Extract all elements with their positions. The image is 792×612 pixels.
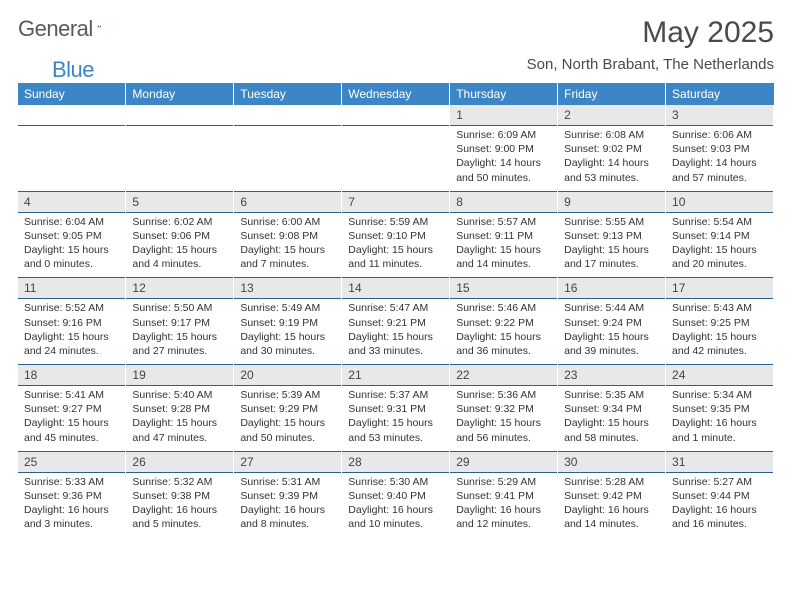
day-detail: Sunrise: 5:39 AMSunset: 9:29 PMDaylight:… [234,386,341,451]
day-detail: Sunrise: 6:09 AMSunset: 9:00 PMDaylight:… [450,126,557,191]
day-detail: Sunrise: 5:34 AMSunset: 9:35 PMDaylight:… [666,386,773,451]
page-subtitle: Son, North Brabant, The Netherlands [527,56,774,73]
logo-sail-icon [97,19,101,33]
day-number: 13 [234,278,341,298]
detail-row: Sunrise: 6:09 AMSunset: 9:00 PMDaylight:… [18,126,774,192]
day-number: 26 [126,452,233,472]
day-number: 25 [18,452,125,472]
day-number: 4 [18,192,125,212]
day-detail: Sunrise: 5:36 AMSunset: 9:32 PMDaylight:… [450,386,557,451]
day-detail: Sunrise: 5:44 AMSunset: 9:24 PMDaylight:… [558,299,665,364]
day-number [342,105,449,123]
weekday-header: Sunday [18,83,126,105]
page-title: May 2025 [642,16,774,50]
day-number [18,105,125,123]
day-number [234,105,341,123]
daynum-row: 18192021222324 [18,365,774,386]
weekday-header: Saturday [666,83,774,105]
day-detail: Sunrise: 5:35 AMSunset: 9:34 PMDaylight:… [558,386,665,451]
weekday-header: Monday [126,83,234,105]
day-detail: Sunrise: 5:28 AMSunset: 9:42 PMDaylight:… [558,473,665,538]
day-detail [234,126,341,180]
day-number: 22 [450,365,557,385]
day-detail: Sunrise: 6:06 AMSunset: 9:03 PMDaylight:… [666,126,773,191]
day-number: 15 [450,278,557,298]
daynum-row: 11121314151617 [18,278,774,299]
day-detail: Sunrise: 5:37 AMSunset: 9:31 PMDaylight:… [342,386,449,451]
detail-row: Sunrise: 6:04 AMSunset: 9:05 PMDaylight:… [18,212,774,278]
day-number: 18 [18,365,125,385]
day-detail: Sunrise: 5:31 AMSunset: 9:39 PMDaylight:… [234,473,341,538]
logo-text-blue: Blue [52,57,94,83]
day-detail: Sunrise: 5:29 AMSunset: 9:41 PMDaylight:… [450,473,557,538]
day-detail: Sunrise: 5:46 AMSunset: 9:22 PMDaylight:… [450,299,557,364]
day-number: 30 [558,452,665,472]
calendar-table: SundayMondayTuesdayWednesdayThursdayFrid… [18,83,774,537]
day-detail: Sunrise: 5:41 AMSunset: 9:27 PMDaylight:… [18,386,125,451]
day-detail: Sunrise: 5:40 AMSunset: 9:28 PMDaylight:… [126,386,233,451]
day-number: 3 [666,105,773,125]
day-detail: Sunrise: 5:57 AMSunset: 9:11 PMDaylight:… [450,213,557,278]
weekday-header: Thursday [450,83,558,105]
day-detail: Sunrise: 5:32 AMSunset: 9:38 PMDaylight:… [126,473,233,538]
day-detail: Sunrise: 5:47 AMSunset: 9:21 PMDaylight:… [342,299,449,364]
weekday-header-row: SundayMondayTuesdayWednesdayThursdayFrid… [18,83,774,105]
day-detail: Sunrise: 5:49 AMSunset: 9:19 PMDaylight:… [234,299,341,364]
day-detail: Sunrise: 5:27 AMSunset: 9:44 PMDaylight:… [666,473,773,538]
day-detail: Sunrise: 6:02 AMSunset: 9:06 PMDaylight:… [126,213,233,278]
day-number: 7 [342,192,449,212]
day-number: 31 [666,452,773,472]
day-number: 9 [558,192,665,212]
brand-logo: General [18,16,121,42]
day-number: 29 [450,452,557,472]
detail-row: Sunrise: 5:52 AMSunset: 9:16 PMDaylight:… [18,299,774,365]
day-number: 2 [558,105,665,125]
day-number [126,105,233,123]
day-number: 5 [126,192,233,212]
day-number: 17 [666,278,773,298]
day-detail: Sunrise: 5:55 AMSunset: 9:13 PMDaylight:… [558,213,665,278]
day-detail: Sunrise: 6:00 AMSunset: 9:08 PMDaylight:… [234,213,341,278]
day-number: 20 [234,365,341,385]
day-number: 8 [450,192,557,212]
day-detail: Sunrise: 5:43 AMSunset: 9:25 PMDaylight:… [666,299,773,364]
day-number: 19 [126,365,233,385]
day-detail: Sunrise: 5:33 AMSunset: 9:36 PMDaylight:… [18,473,125,538]
day-number: 12 [126,278,233,298]
day-detail: Sunrise: 5:50 AMSunset: 9:17 PMDaylight:… [126,299,233,364]
logo-text-general: General [18,16,93,42]
day-number: 16 [558,278,665,298]
weekday-header: Wednesday [342,83,450,105]
day-detail [126,126,233,180]
day-detail: Sunrise: 5:54 AMSunset: 9:14 PMDaylight:… [666,213,773,278]
weekday-header: Friday [558,83,666,105]
day-detail: Sunrise: 5:52 AMSunset: 9:16 PMDaylight:… [18,299,125,364]
day-number: 23 [558,365,665,385]
detail-row: Sunrise: 5:41 AMSunset: 9:27 PMDaylight:… [18,386,774,452]
day-number: 6 [234,192,341,212]
day-number: 11 [18,278,125,298]
day-detail [342,126,449,180]
day-detail: Sunrise: 5:59 AMSunset: 9:10 PMDaylight:… [342,213,449,278]
day-number: 24 [666,365,773,385]
day-number: 14 [342,278,449,298]
day-detail: Sunrise: 6:04 AMSunset: 9:05 PMDaylight:… [18,213,125,278]
weekday-header: Tuesday [234,83,342,105]
day-detail: Sunrise: 5:30 AMSunset: 9:40 PMDaylight:… [342,473,449,538]
day-number: 10 [666,192,773,212]
day-number: 21 [342,365,449,385]
detail-row: Sunrise: 5:33 AMSunset: 9:36 PMDaylight:… [18,472,774,537]
day-detail: Sunrise: 6:08 AMSunset: 9:02 PMDaylight:… [558,126,665,191]
daynum-row: 45678910 [18,191,774,212]
day-detail [18,126,125,180]
daynum-row: 123 [18,105,774,126]
day-number: 27 [234,452,341,472]
day-number: 1 [450,105,557,125]
day-number: 28 [342,452,449,472]
daynum-row: 25262728293031 [18,451,774,472]
